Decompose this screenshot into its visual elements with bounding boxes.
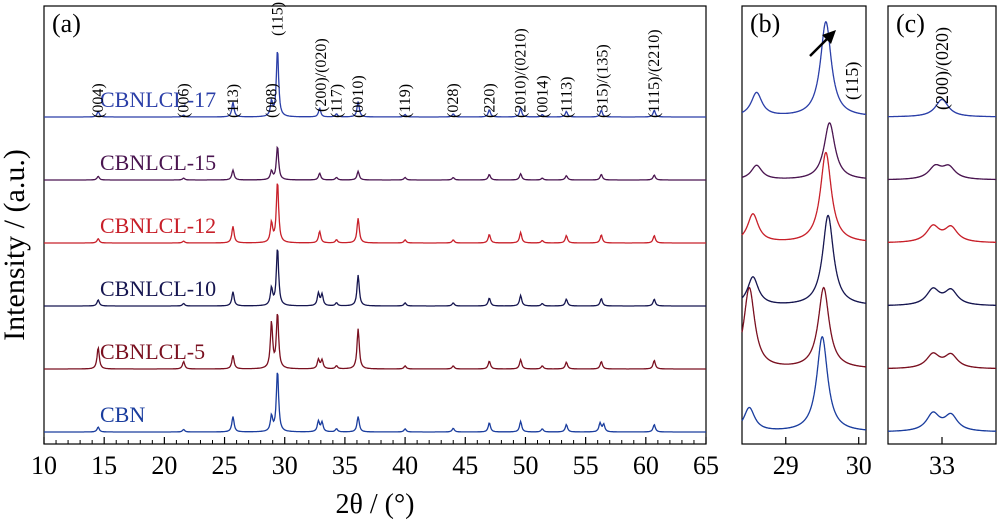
series-line-cbnlcl-15 xyxy=(741,122,867,179)
peak-label: (028) xyxy=(445,83,462,118)
panel-a: 10 15 20 25 30 35 40 45 50 55 60 65 (a) CBN CBNLCL-5 CB… xyxy=(31,2,719,480)
x-tick-label: 40 xyxy=(392,451,418,480)
series-line-cbnlcl-10 xyxy=(44,249,706,307)
peak-label: (1113) xyxy=(558,77,575,118)
x-tick-label: 45 xyxy=(452,451,478,480)
x-tick-label: 29 xyxy=(773,451,799,480)
plot-frame xyxy=(43,5,707,445)
peak-label: (220) xyxy=(481,83,498,118)
series-line-cbnlcl-17 xyxy=(44,51,706,118)
series-label: CBNLCL-10 xyxy=(100,276,216,301)
series-label: CBNLCL-17 xyxy=(100,87,216,112)
series-line-cbn xyxy=(741,336,866,431)
annotation-115: (115) xyxy=(842,62,863,100)
series-line-cbnlcl-17 xyxy=(741,21,866,116)
series-label: CBNLCL-5 xyxy=(100,339,205,364)
peak-label: (117) xyxy=(329,84,346,118)
plot-frame xyxy=(741,5,867,445)
x-tick-label: 10 xyxy=(31,451,57,480)
x-tick-label: 15 xyxy=(91,451,117,480)
arrow-icon xyxy=(809,37,829,57)
peak-label: (1115)/(2210) xyxy=(646,29,663,118)
x-tick-label: 33 xyxy=(929,451,955,480)
series-label: CBNLCL-12 xyxy=(100,213,216,238)
x-tick-label: 65 xyxy=(693,451,719,480)
x-tick-label: 50 xyxy=(512,451,538,480)
series-line-cbnlcl-15 xyxy=(44,145,706,181)
series-line-cbnlcl-5 xyxy=(741,286,866,368)
series-line-cbnlcl-5 xyxy=(44,313,706,370)
peak-label: (115) xyxy=(270,2,287,36)
panel-label: (c) xyxy=(896,9,925,38)
peak-label: (113) xyxy=(225,84,242,118)
series-line-cbnlcl-12 xyxy=(44,183,706,244)
series-line-cbnlcl-12 xyxy=(888,224,996,243)
series-label: CBN xyxy=(100,402,145,427)
series-line-cbnlcl-10 xyxy=(741,214,867,304)
x-tick-label: 25 xyxy=(212,451,238,480)
peak-label: (0010) xyxy=(350,75,367,118)
series-line-cbn xyxy=(888,411,997,432)
peak-label: (0014) xyxy=(534,75,551,118)
series-line-cbnlcl-15 xyxy=(888,163,996,181)
panel-label: (a) xyxy=(52,9,81,38)
series-line-cbnlcl-5 xyxy=(888,352,996,370)
x-tick-label: 35 xyxy=(332,451,358,480)
peak-label: (2010)/(0210) xyxy=(513,28,530,118)
series-line-cbnlcl-17 xyxy=(888,98,996,118)
x-axis-label: 2θ / (°) xyxy=(335,489,414,520)
peak-label: (006) xyxy=(176,83,193,118)
panel-b: 29 30 (b) (115) xyxy=(741,5,872,480)
x-tick-label: 60 xyxy=(633,451,659,480)
x-tick-label: 20 xyxy=(151,451,177,480)
peak-label: (315)/(135) xyxy=(595,44,612,118)
x-tick-label: 30 xyxy=(846,451,872,480)
x-tick-label: 30 xyxy=(272,451,298,480)
y-axis-label: Intensity / (a.u.) xyxy=(0,149,31,341)
series-line-cbnlcl-10 xyxy=(888,287,996,306)
arrowhead-icon xyxy=(822,30,836,44)
series-line-cbnlcl-12 xyxy=(741,151,867,242)
peak-label: (119) xyxy=(397,84,414,118)
annotation-200-020: (200)/(020) xyxy=(932,27,953,110)
peak-label: (008) xyxy=(264,83,281,118)
panel-c: 33 (c) (200)/(020) xyxy=(887,5,997,480)
series-label: CBNLCL-15 xyxy=(100,150,216,175)
peak-label: (004) xyxy=(90,83,107,118)
x-tick-label: 55 xyxy=(573,451,599,480)
series-line-cbn xyxy=(44,372,706,433)
panel-label: (b) xyxy=(750,9,780,38)
peak-label: (200)/(020) xyxy=(313,38,330,112)
